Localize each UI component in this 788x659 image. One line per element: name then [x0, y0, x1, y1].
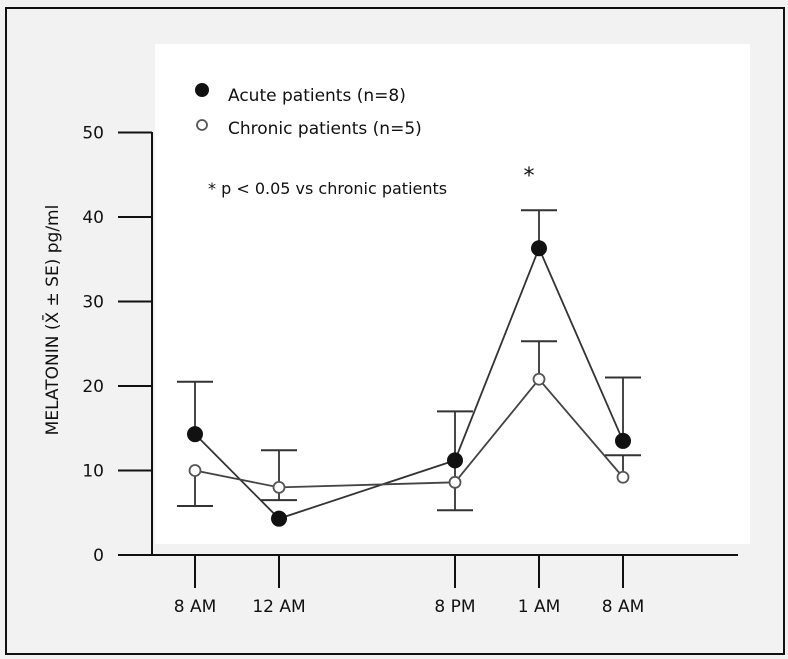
legend-label-acute: Acute patients (n=8)	[228, 86, 406, 106]
chronic-point	[616, 470, 630, 484]
chronic-point	[188, 464, 202, 477]
x-tick-label: 8 AM	[602, 597, 645, 617]
x-tick-label: 8 AM	[174, 597, 217, 617]
y-axis-label: MELATONIN (X̄ ± SE) pg/ml	[41, 205, 63, 436]
y-tick-label: 40	[82, 208, 104, 228]
significance-star: *	[524, 164, 535, 189]
acute-point	[615, 432, 631, 449]
chronic-point	[272, 480, 286, 494]
acute-point	[187, 426, 203, 443]
y-tick-label: 0	[93, 546, 104, 566]
error-bars	[177, 209, 641, 512]
axes: 0 10 20 30 40 50 8 AM 12 AM 8 PM 1 AM 8 AM	[82, 124, 738, 617]
acute-point	[531, 240, 547, 257]
x-tick-label: 1 AM	[518, 597, 561, 617]
legend-marker-chronic	[196, 119, 208, 131]
x-tick-label: 8 PM	[434, 597, 475, 617]
y-tick-label: 50	[82, 124, 104, 144]
y-tick-label: 20	[82, 377, 104, 397]
x-tick-label: 12 AM	[252, 597, 305, 617]
chronic-point	[532, 372, 546, 386]
acute-point	[447, 452, 463, 469]
legend-marker-acute	[195, 83, 209, 97]
data-markers	[187, 240, 631, 527]
y-tick-label: 30	[82, 293, 104, 313]
y-tick-label: 10	[82, 462, 104, 482]
figure-border	[5, 7, 785, 655]
legend-label-chronic: Chronic patients (n=5)	[228, 119, 422, 139]
significance-note: * p < 0.05 vs chronic patients	[208, 179, 447, 198]
chronic-point	[448, 475, 462, 489]
acute-point	[271, 510, 287, 527]
legend: Acute patients (n=8) Chronic patients (n…	[195, 83, 422, 139]
